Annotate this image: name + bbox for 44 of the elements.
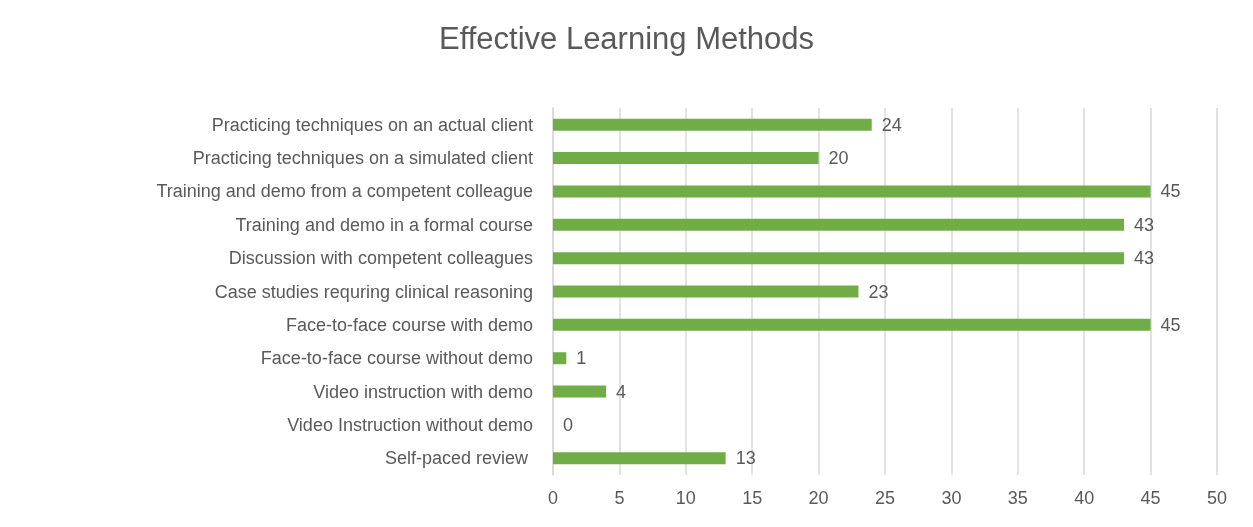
x-tick-label: 20 — [808, 488, 829, 508]
x-tick-label: 0 — [547, 488, 559, 508]
bar — [553, 152, 819, 165]
y-tick-label: Training and demo from a competent colleague — [156, 181, 533, 202]
bar — [553, 218, 1125, 231]
data-label: 0 — [563, 414, 574, 435]
bar — [553, 185, 1151, 198]
data-label: 4 — [616, 381, 627, 402]
bar — [553, 285, 859, 298]
y-tick-label: Case studies requring clinical reasoning — [214, 281, 533, 302]
data-label: 43 — [1134, 248, 1155, 269]
y-tick-label: Practicing techniques on an actual client — [211, 114, 533, 135]
y-tick-label: Face-to-face course without demo — [260, 348, 533, 369]
x-tick-label: 35 — [1007, 488, 1028, 508]
data-label: 45 — [1160, 314, 1181, 335]
bar — [553, 452, 726, 465]
x-tick-label: 45 — [1140, 488, 1161, 508]
x-tick-label: 50 — [1206, 488, 1228, 508]
data-label: 23 — [868, 281, 889, 302]
y-tick-label: Video instruction with demo — [313, 381, 533, 402]
data-label: 20 — [828, 148, 849, 169]
x-tick-label: 5 — [614, 488, 625, 508]
data-label: 24 — [881, 114, 902, 135]
data-label: 1 — [576, 348, 587, 369]
bar — [553, 118, 872, 131]
chart-title: Effective Learning Methods — [438, 21, 815, 56]
x-tick-label: 10 — [675, 488, 696, 508]
y-tick-label: Practicing techniques on a simulated client — [192, 148, 533, 169]
bar — [553, 352, 567, 365]
x-tick-label: 30 — [941, 488, 962, 508]
y-tick-label: Face-to-face course with demo — [285, 314, 533, 335]
data-label: 13 — [735, 448, 756, 469]
y-tick-label: Video Instruction without demo — [287, 414, 533, 435]
x-tick-label: 15 — [742, 488, 763, 508]
data-label: 45 — [1160, 181, 1181, 202]
bar — [553, 318, 1151, 331]
x-tick-label: 40 — [1074, 488, 1095, 508]
y-tick-label: Self-paced review — [384, 448, 533, 469]
bar — [553, 385, 607, 398]
data-label: 43 — [1134, 214, 1155, 235]
y-tick-label: Training and demo in a formal course — [235, 214, 533, 235]
y-tick-label: Discussion with competent colleagues — [228, 248, 533, 269]
x-tick-label: 25 — [874, 488, 896, 508]
bar — [553, 252, 1125, 265]
